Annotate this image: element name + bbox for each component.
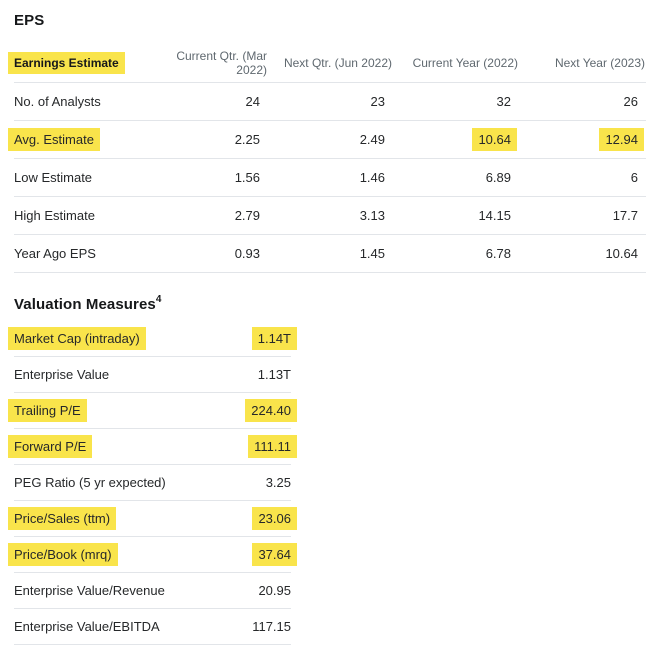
row-label: PEG Ratio (5 yr expected) [14,475,166,490]
valuation-row-peg-ratio: PEG Ratio (5 yr expected) 3.25 [14,465,291,501]
table-row-no-of-analysts: No. of Analysts 24 23 32 26 [14,83,646,121]
cell-value: 1.56 [234,170,260,185]
eps-section-title: EPS [14,12,45,29]
cell-value: 24 [245,94,260,109]
cell-value: 20.95 [258,583,291,598]
valuation-measures-section: Valuation Measures4 Market Cap (intraday… [8,294,646,645]
cell-value: 6.78 [485,246,511,261]
column-header-next-qtr: Next Qtr. (Jun 2022) [283,55,392,70]
cell-value: 10.64 [605,246,638,261]
row-label: Forward P/E [8,435,196,458]
cell-value: 224.40 [196,399,297,422]
column-header-next-year: Next Year (2023) [554,55,645,70]
row-label: Trailing P/E [8,399,196,422]
row-label: Market Cap (intraday) [8,327,196,350]
table-row-low-estimate: Low Estimate 1.56 1.46 6.89 6 [14,159,646,197]
column-header-current-year: Current Year (2022) [412,55,518,70]
row-label: Low Estimate [14,170,93,185]
cell-value: 17.7 [612,208,638,223]
cell-value: 3.13 [359,208,385,223]
cell-value: 1.45 [359,246,385,261]
earnings-estimate-header-cell: Earnings Estimate [8,51,144,74]
valuation-row-ev-revenue: Enterprise Value/Revenue 20.95 [14,573,291,609]
row-label: Avg. Estimate [8,128,144,151]
table-row-year-ago-eps: Year Ago EPS 0.93 1.45 6.78 10.64 [14,235,646,273]
cell-value: 0.93 [234,246,260,261]
cell-value: 6.89 [485,170,511,185]
row-label: Enterprise Value [14,367,110,382]
cell-value: 37.64 [196,543,297,566]
cell-value: 26 [623,94,638,109]
earnings-table-header-row: Earnings Estimate Current Qtr. (Mar 2022… [8,43,646,83]
row-label: Enterprise Value/EBITDA [14,619,160,634]
row-label: Price/Sales (ttm) [8,507,196,530]
valuation-row-forward-pe: Forward P/E 111.11 [8,429,297,465]
cell-value: 6 [630,170,638,185]
valuation-row-market-cap: Market Cap (intraday) 1.14T [8,321,297,357]
cell-value: 10.64 [393,128,519,151]
earnings-estimate-header-label: Earnings Estimate [8,51,125,74]
cell-value: 32 [496,94,511,109]
valuation-row-trailing-pe: Trailing P/E 224.40 [8,393,297,429]
table-row-avg-estimate: Avg. Estimate 2.25 2.49 10.64 12.94 [8,121,646,159]
cell-value: 111.11 [196,435,297,458]
cell-value: 23 [370,94,385,109]
cell-value: 2.49 [359,132,385,147]
valuation-row-ev-ebitda: Enterprise Value/EBITDA 117.15 [14,609,291,645]
valuation-row-enterprise-value: Enterprise Value 1.13T [14,357,291,393]
valuation-measures-table: Market Cap (intraday) 1.14T Enterprise V… [8,321,297,645]
cell-value: 12.94 [519,128,646,151]
earnings-estimate-table: Earnings Estimate Current Qtr. (Mar 2022… [8,43,646,273]
cell-value: 1.13T [257,367,291,382]
table-row-high-estimate: High Estimate 2.79 3.13 14.15 17.7 [14,197,646,235]
column-header-current-qtr: Current Qtr. (Mar 2022) [176,48,267,77]
row-label: Enterprise Value/Revenue [14,583,165,598]
cell-value: 1.14T [196,327,297,350]
row-label: No. of Analysts [14,94,101,109]
row-label: Year Ago EPS [14,246,96,261]
row-label: Price/Book (mrq) [8,543,196,566]
cell-value: 1.46 [359,170,385,185]
cell-value: 117.15 [252,619,291,634]
cell-value: 3.25 [265,475,291,490]
cell-value: 14.15 [478,208,511,223]
cell-value: 23.06 [196,507,297,530]
cell-value: 2.79 [234,208,260,223]
row-label: High Estimate [14,208,95,223]
valuation-row-price-sales: Price/Sales (ttm) 23.06 [8,501,297,537]
footnote-marker: 4 [155,294,162,305]
valuation-measures-title: Valuation Measures4 [14,294,162,313]
cell-value: 2.25 [234,132,260,147]
valuation-row-price-book: Price/Book (mrq) 37.64 [8,537,297,573]
